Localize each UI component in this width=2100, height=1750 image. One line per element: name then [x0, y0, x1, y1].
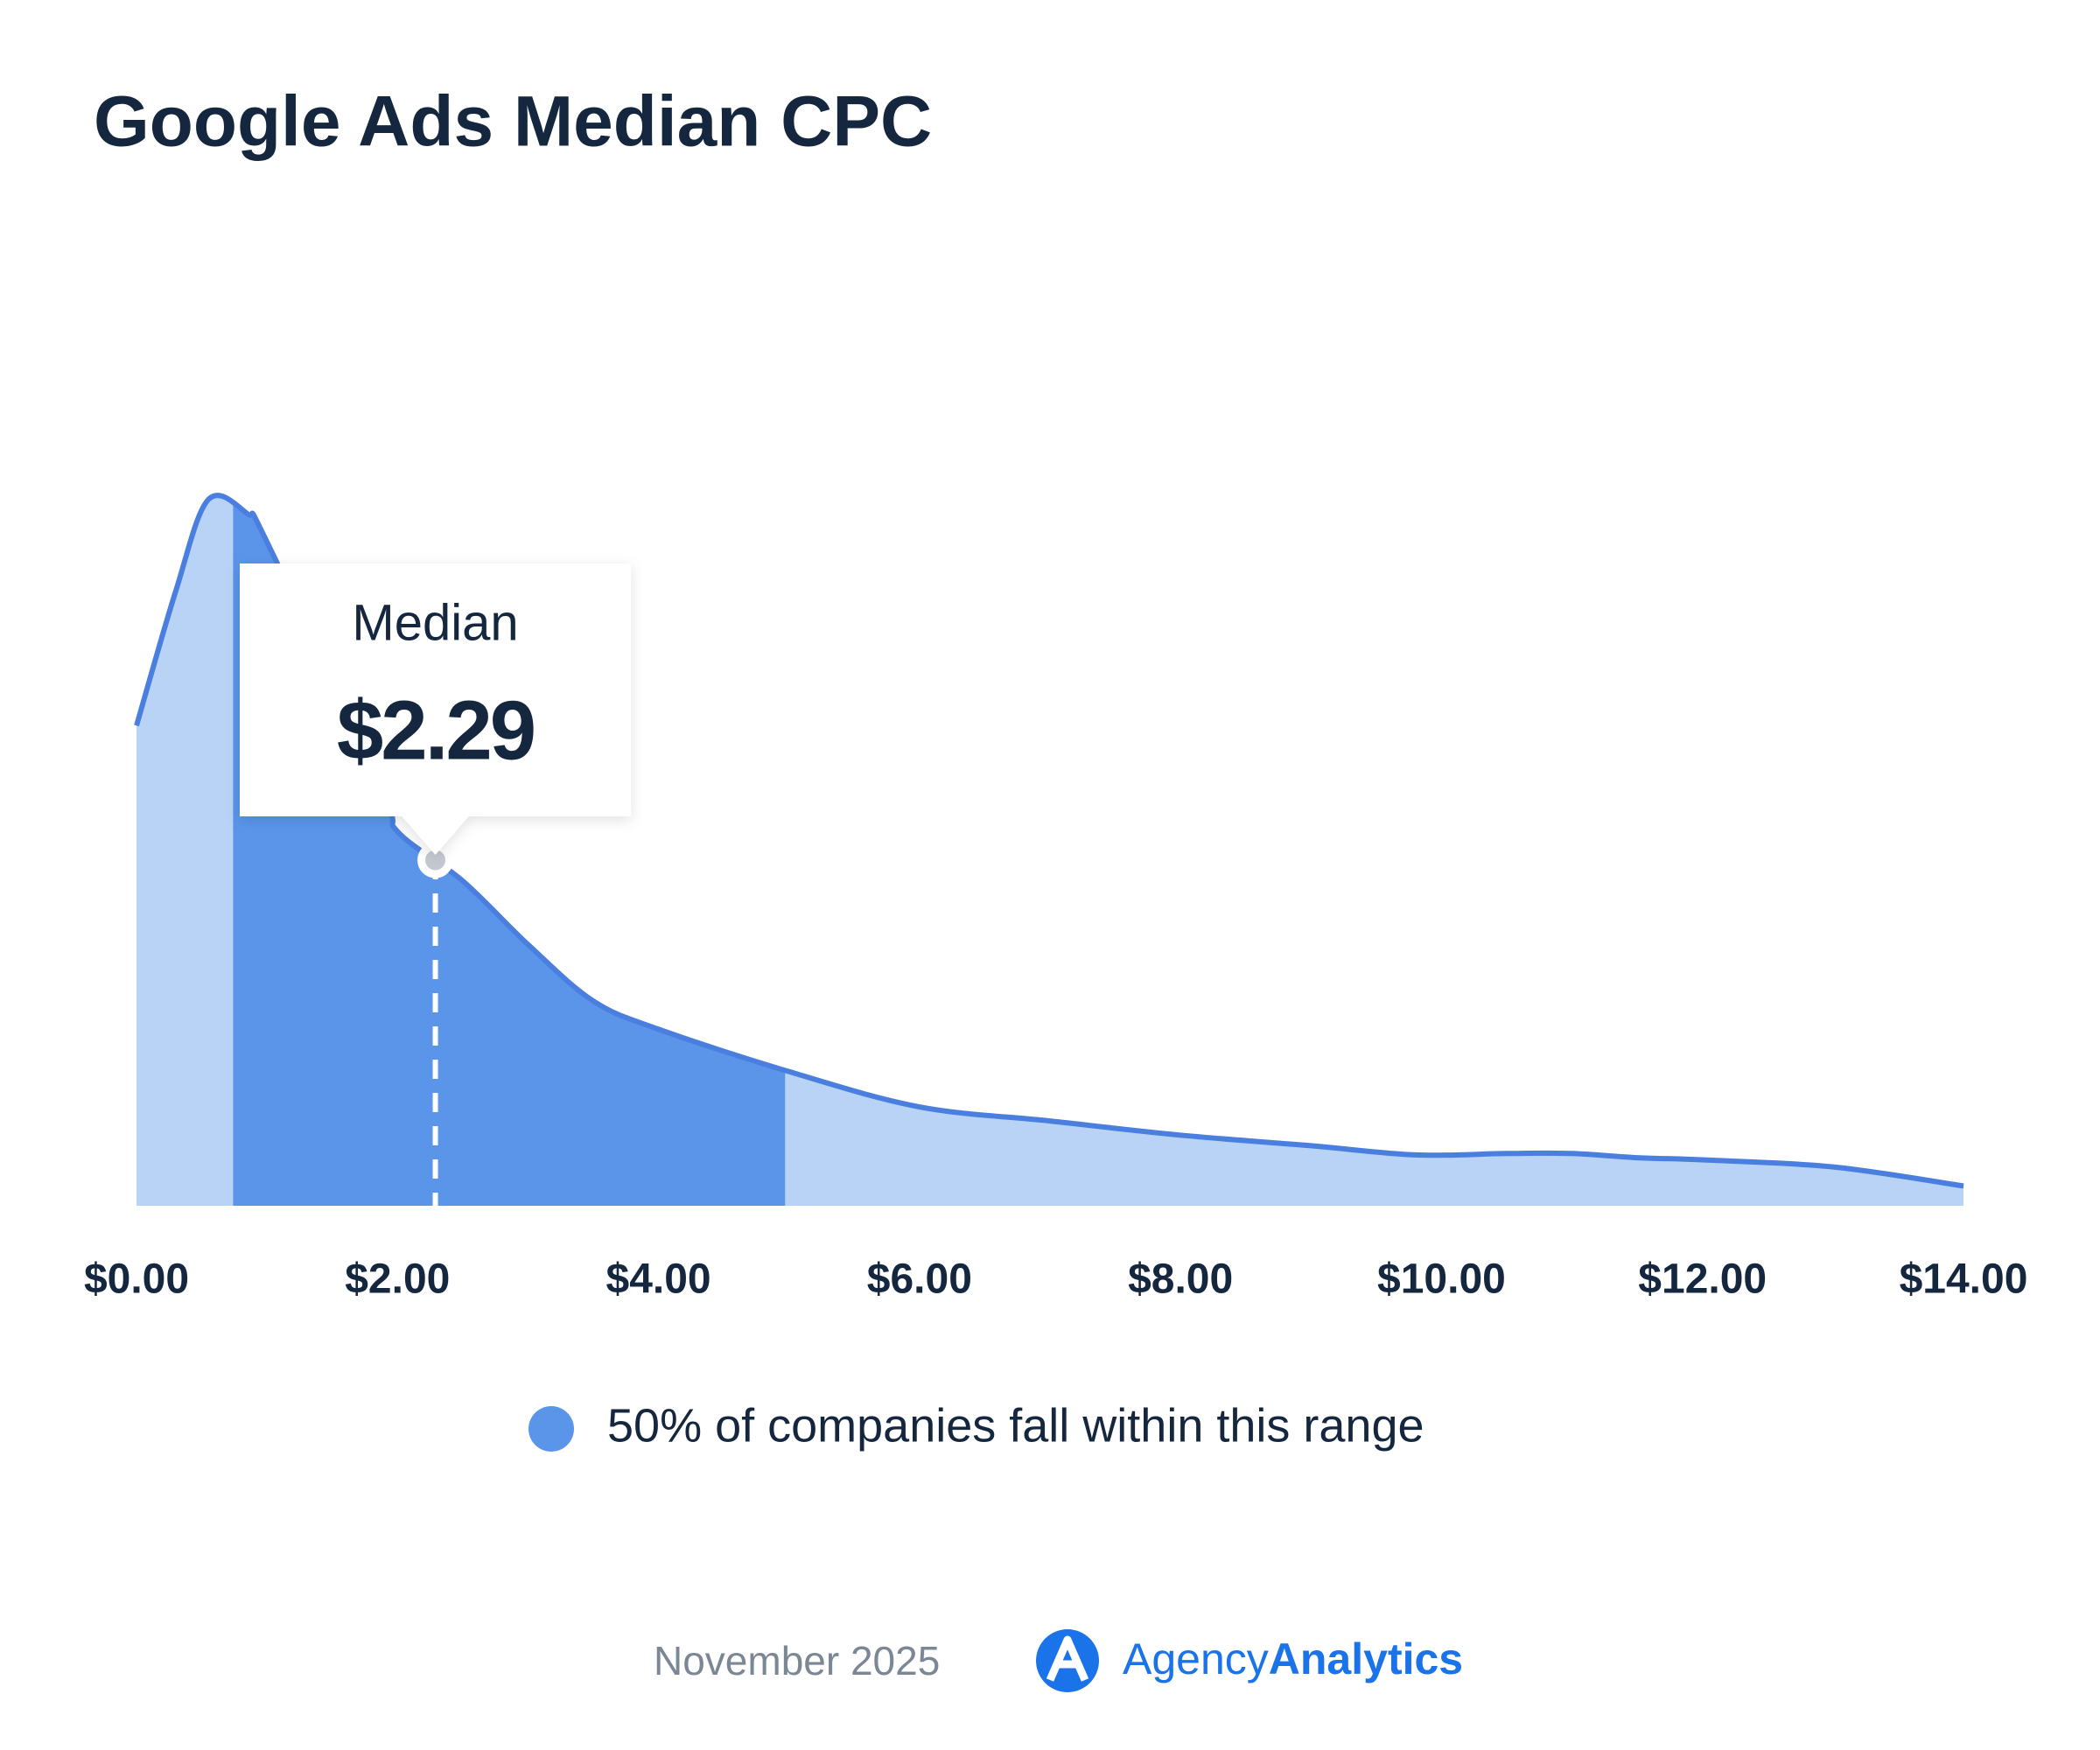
- x-tick-label: $14.00: [1900, 1256, 2028, 1303]
- range-area: [233, 501, 786, 1206]
- chart-title: Google Ads Median CPC: [94, 82, 932, 162]
- curve-line: [134, 493, 1964, 1189]
- tooltip: [240, 564, 632, 856]
- legend-label: 50% of companies fall within this range: [607, 1399, 1424, 1452]
- x-tick-label: $4.00: [606, 1256, 711, 1303]
- x-tick-label: $2.00: [345, 1256, 450, 1303]
- brand-analytics: Analytics: [1269, 1634, 1463, 1684]
- x-tick-label: $6.00: [867, 1256, 972, 1303]
- x-tick-label: $8.00: [1128, 1256, 1233, 1303]
- x-tick-label: $0.00: [84, 1256, 189, 1303]
- brand-agency: Agency: [1123, 1634, 1269, 1684]
- brand-logo: [1036, 1629, 1099, 1692]
- x-tick-label: $10.00: [1377, 1256, 1506, 1303]
- tooltip-value: $2.29: [337, 683, 534, 777]
- tooltip-box: [240, 564, 632, 856]
- footer-brand: AgencyAnalytics: [1123, 1634, 1463, 1684]
- legend-swatch: [528, 1406, 574, 1452]
- x-tick-label: $12.00: [1638, 1256, 1767, 1303]
- tooltip-label: Median: [352, 594, 518, 651]
- footer-date: November 2025: [654, 1638, 940, 1684]
